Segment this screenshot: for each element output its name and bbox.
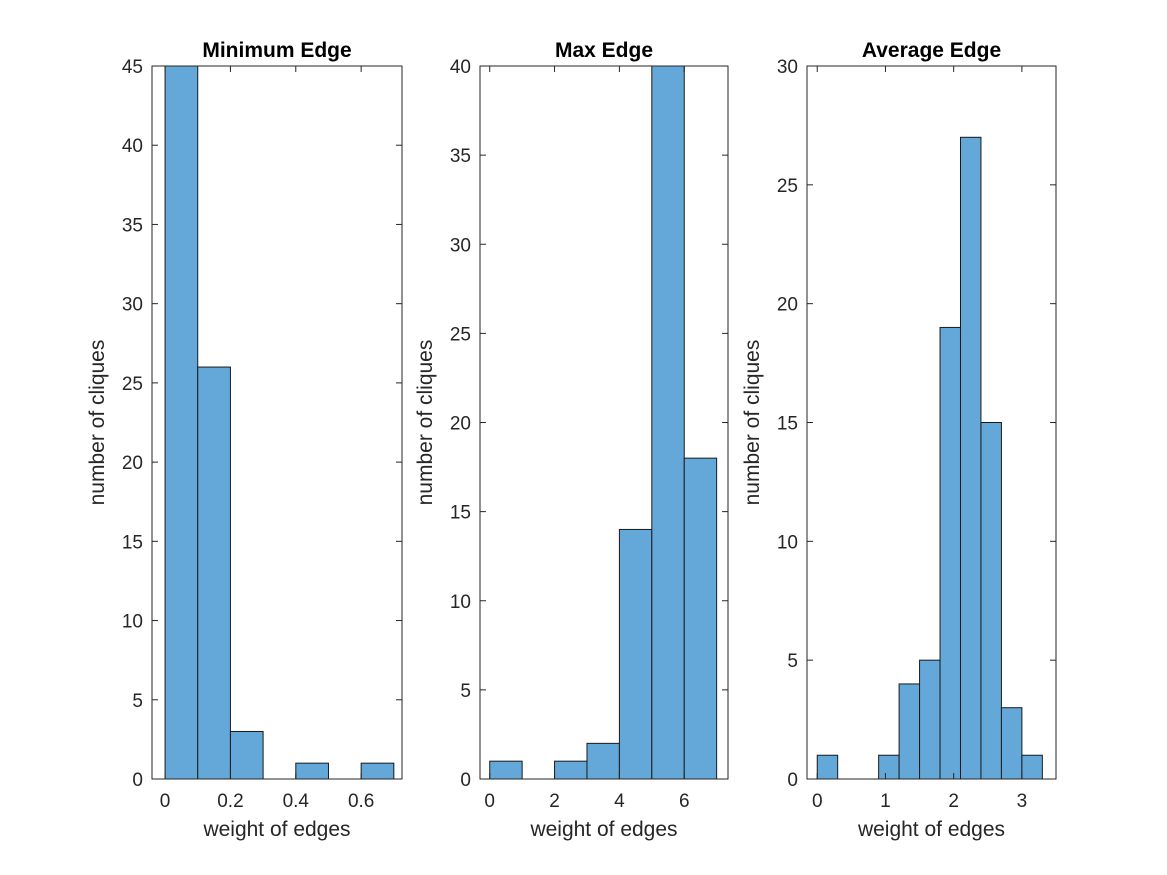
histogram-bar [898,683,921,780]
histogram-bar [489,760,523,780]
y-ticks: 0 5 10 15 20 25 30 35 40 45 [122,57,402,791]
y-tick-label: 30 [122,295,143,316]
histogram-bar [816,754,839,780]
y-tick-label: 5 [132,691,143,712]
histogram-bar [197,366,231,780]
y-tick-label: 5 [787,651,798,672]
x-axis-label: weight of edges [202,818,350,841]
y-tick-label: 40 [122,136,143,157]
y-tick-label: 35 [122,215,143,236]
y-tick-label: 10 [777,532,798,553]
histogram-bar [683,457,718,780]
y-tick-label: 0 [460,770,471,791]
x-tick-label: 1 [880,791,891,812]
panel-max-edge: 0 2 4 6 0 5 10 15 20 25 30 35 40 Max Edge weight of… [414,39,729,841]
histogram-bar [295,762,329,780]
histogram-bar [1021,754,1043,780]
histogram-bar [1000,707,1023,780]
x-tick-label: 2 [549,791,560,812]
y-tick-label: 30 [777,57,798,78]
x-tick-label: 0.4 [283,791,310,812]
x-axis-label: weight of edges [857,818,1005,841]
histogram-bar [554,760,588,780]
chart-title: Max Edge [555,39,653,62]
x-tick-label: 0.2 [217,791,243,812]
x-tick-label: 0 [484,791,495,812]
x-axis-label: weight of edges [529,818,677,841]
histogram-bar [919,659,941,780]
y-ticks: 0 5 10 15 20 25 30 35 40 [450,57,728,791]
x-tick-label: 2 [948,791,959,812]
x-tick-label: 0 [812,791,823,812]
y-tick-label: 30 [450,235,471,256]
axes-frame [151,65,403,780]
y-tick-label: 20 [777,295,798,316]
chart-title: Average Edge [862,39,1001,62]
x-tick-label: 4 [614,791,625,812]
y-tick-label: 15 [777,414,798,435]
x-ticks: 0 0.2 0.4 0.6 [160,66,374,812]
y-tick-label: 15 [122,532,143,553]
histogram-bar [229,730,264,780]
x-ticks: 0 1 2 3 [812,66,1027,812]
y-tick-label: 15 [450,503,471,524]
y-axis-label: number of cliques [414,340,437,506]
x-tick-label: 3 [1017,791,1028,812]
y-tick-label: 40 [450,57,471,78]
panel-minimum-edge: 0 0.2 0.4 0.6 0 5 10 15 20 25 30 35 40 45 Minimum Ed… [86,39,403,841]
x-tick-label: 0.6 [348,791,374,812]
bar-group [489,65,718,780]
histogram-bar [164,65,199,780]
x-tick-label: 6 [679,791,690,812]
x-tick-label: 0 [160,791,171,812]
histogram-bar [939,326,961,780]
y-tick-label: 0 [132,770,143,791]
histogram-bar [651,65,685,780]
histogram-bar [878,754,900,780]
bar-group [816,136,1043,780]
y-tick-label: 10 [122,612,143,633]
histogram-bar [980,422,1002,780]
x-ticks: 0 2 4 6 [484,66,690,812]
histogram-bar [959,136,982,780]
panel-average-edge: 0 1 2 3 0 5 10 15 20 25 30 Average Edge weight of… [741,39,1057,841]
y-tick-label: 10 [450,592,471,613]
y-axis-label: number of cliques [741,340,764,506]
y-tick-label: 25 [450,324,471,345]
y-axis-label: number of cliques [86,340,109,506]
histogram-bar [618,528,653,780]
y-tick-label: 25 [777,176,798,197]
histogram-bar [360,762,395,780]
y-ticks: 0 5 10 15 20 25 30 [777,57,1056,791]
y-tick-label: 5 [460,681,471,702]
histogram-bar [586,742,620,780]
y-tick-label: 20 [122,453,143,474]
y-tick-label: 35 [450,146,471,167]
y-tick-label: 0 [787,770,798,791]
bar-group [164,65,395,780]
chart-title: Minimum Edge [202,39,351,62]
y-tick-label: 20 [450,414,471,435]
y-tick-label: 45 [122,57,143,78]
y-tick-label: 25 [122,374,143,395]
